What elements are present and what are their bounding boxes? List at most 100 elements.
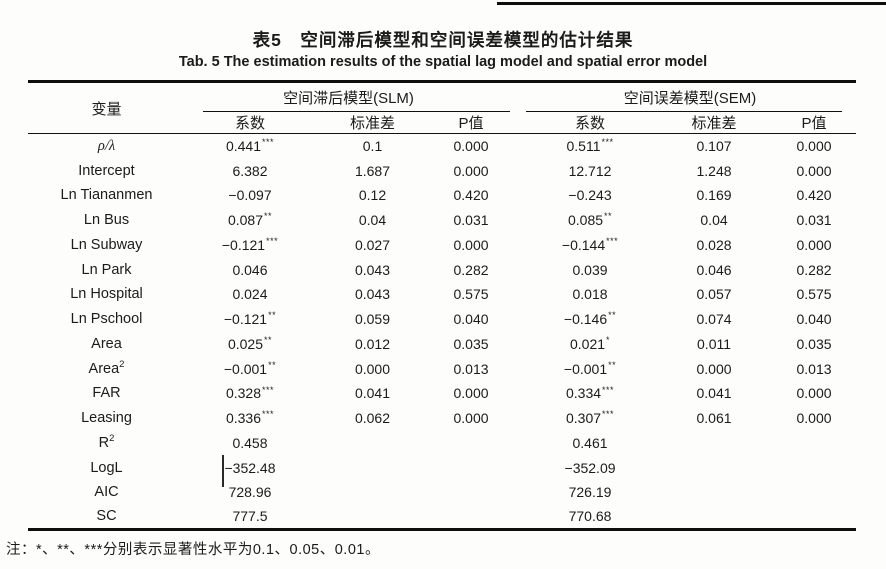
cell-sem-p: 0.000 <box>796 162 832 179</box>
column-header-sem-p: P值 <box>772 112 857 134</box>
cell-sem-se: 0.041 <box>696 385 732 402</box>
cell-slm-coef: 0.087** <box>227 211 273 229</box>
cell-sem-p: 0.420 <box>796 187 832 204</box>
table-row: Area2 −0.001** 0.000 0.013 −0.001** 0.000 0.01… <box>28 356 856 381</box>
cell-sem-se: 0.04 <box>700 212 728 229</box>
variable-name: Ln Hospital <box>70 286 143 303</box>
cell-slm-p: 0.420 <box>453 187 489 204</box>
cell-slm-p: 0.040 <box>453 311 489 328</box>
cell-sem-se: 0.028 <box>696 236 732 253</box>
column-gap <box>512 183 524 208</box>
cell-slm-p: 0.000 <box>453 410 489 427</box>
cell-sem-coef: 0.511*** <box>566 137 614 155</box>
cell-sem-p: 0.000 <box>796 410 832 427</box>
column-header-slm-coef: 系数 <box>185 112 315 134</box>
cell-slm-coef: 728.96 <box>228 484 272 501</box>
variable-name: Ln Park <box>81 261 132 278</box>
significance-footnote: 注：*、**、***分别表示显著性水平为0.1、0.05、0.01。 <box>6 542 380 558</box>
header-subrow: 系数 标准差 P值 系数 标准差 P值 <box>28 112 857 134</box>
cell-slm-coef: −0.121** <box>223 310 277 328</box>
cell-slm-se: 0.043 <box>354 286 391 303</box>
column-gap <box>512 134 524 159</box>
column-gap <box>512 282 524 307</box>
variable-name: Ln Pschool <box>70 311 143 328</box>
cell-sem-coef: 0.307*** <box>565 409 615 427</box>
cell-slm-se: 1.687 <box>354 162 391 179</box>
column-gap <box>512 356 524 381</box>
table-row: LogL −352.48 −352.09 <box>28 455 856 480</box>
column-gap <box>512 307 524 332</box>
page-top-rule <box>497 2 886 5</box>
cell-slm-se: 0.043 <box>354 261 391 278</box>
cell-sem-p <box>772 480 856 505</box>
cell-slm-se <box>315 505 430 530</box>
table-title-zh: 表5 空间滞后模型和空间误差模型的估计结果 <box>252 30 634 50</box>
cell-slm-p <box>430 505 512 530</box>
cell-sem-se: 0.057 <box>696 286 732 303</box>
table-row: Ln Bus 0.087** 0.04 0.031 0.085** 0.04 0.031 <box>28 208 856 233</box>
cell-slm-p: 0.282 <box>453 261 489 278</box>
cell-sem-p: 0.000 <box>796 138 832 155</box>
cell-slm-p: 0.000 <box>453 236 489 253</box>
table-row: Ln Park 0.046 0.043 0.282 0.039 0.046 0.282 <box>28 257 856 282</box>
cell-slm-se: 0.027 <box>354 236 391 253</box>
column-gap <box>512 455 524 480</box>
column-group-slm: 空间滞后模型(SLM) <box>185 82 512 113</box>
cell-slm-p: 0.000 <box>453 162 489 179</box>
cell-sem-se: 0.046 <box>696 261 732 278</box>
table-body: ρ/λ 0.441*** 0.1 0.000 0.511*** 0.107 0.000 Int… <box>28 134 856 530</box>
cell-sem-se <box>656 455 772 480</box>
cell-sem-p: 0.035 <box>796 335 832 352</box>
column-gap <box>512 381 524 406</box>
cell-sem-coef: 0.018 <box>572 286 608 303</box>
cell-sem-p: 0.575 <box>796 286 832 303</box>
cell-sem-p: 0.031 <box>796 212 832 229</box>
cell-sem-p <box>772 431 856 456</box>
table-header: 变量 空间滞后模型(SLM) 空间误差模型(SEM) 系数 标准差 P值 系数 … <box>28 81 857 134</box>
column-header-slm-p: P值 <box>430 112 513 134</box>
variable-name: Ln Bus <box>83 212 130 229</box>
cell-slm-se <box>315 480 430 505</box>
cell-slm-se: 0.000 <box>354 360 391 377</box>
table-row: Ln Tiananmen −0.097 0.12 0.420 −0.243 0.169 0.… <box>28 183 856 208</box>
column-gap <box>512 208 524 233</box>
cell-sem-se: 1.248 <box>696 162 732 179</box>
column-gap <box>512 233 524 258</box>
cell-slm-coef: 0.458 <box>232 434 268 451</box>
variable-name: LogL <box>90 459 123 476</box>
table-row: Intercept 6.382 1.687 0.000 12.712 1.248 0.000 <box>28 158 856 183</box>
table-row: Area 0.025** 0.012 0.035 0.021* 0.011 0.035 <box>28 332 856 357</box>
cell-sem-se: 0.061 <box>696 410 732 427</box>
variable-name: R2 <box>98 433 115 451</box>
variable-name: SC <box>96 508 117 525</box>
cell-slm-coef: 0.024 <box>232 286 268 303</box>
cell-slm-p <box>430 431 512 456</box>
table-row: Ln Pschool −0.121** 0.059 0.040 −0.146** 0.07… <box>28 307 856 332</box>
cell-sem-se <box>656 480 772 505</box>
cell-slm-se: 0.062 <box>354 410 391 427</box>
column-gap <box>512 81 525 134</box>
variable-name: Intercept <box>78 162 135 179</box>
column-group-sem: 空间误差模型(SEM) <box>524 82 856 113</box>
column-header-sem-se: 标准差 <box>656 112 773 134</box>
cell-slm-p: 0.031 <box>453 212 489 229</box>
column-gap <box>512 480 524 505</box>
table-row: FAR 0.328*** 0.041 0.000 0.334*** 0.041 0.000 <box>28 381 856 406</box>
cell-sem-se: 0.011 <box>697 335 732 352</box>
cell-slm-se <box>315 431 430 456</box>
header-spanner-row: 变量 空间滞后模型(SLM) 空间误差模型(SEM) <box>28 81 856 134</box>
cell-slm-p <box>430 455 512 480</box>
cell-sem-p <box>772 455 856 480</box>
cell-slm-coef: 6.382 <box>232 162 268 179</box>
column-gap <box>512 505 524 530</box>
column-header-slm-se: 标准差 <box>315 112 430 134</box>
cell-sem-se: 0.107 <box>696 138 732 155</box>
cell-sem-coef: −0.146** <box>563 310 617 328</box>
cell-slm-p: 0.013 <box>453 360 489 377</box>
cell-sem-coef: 0.461 <box>572 434 608 451</box>
column-gap <box>512 257 524 282</box>
cell-slm-coef: 0.336*** <box>225 409 275 427</box>
cell-sem-p: 0.282 <box>796 261 832 278</box>
cell-sem-p: 0.000 <box>796 236 832 253</box>
cell-slm-coef: 0.046 <box>232 261 268 278</box>
